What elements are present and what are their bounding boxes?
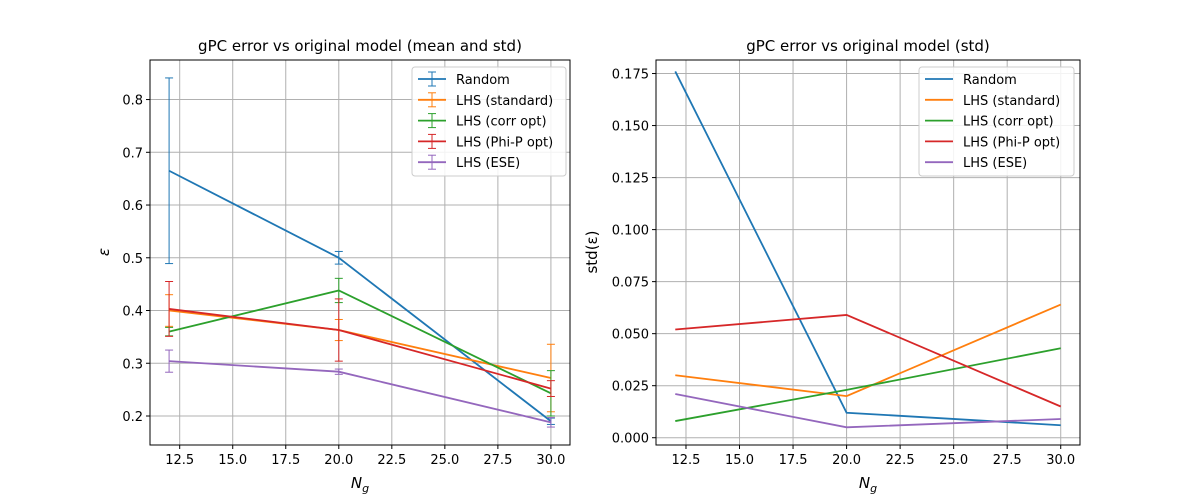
right-legend-label: LHS (standard) [963, 94, 1060, 109]
left-legend-label: LHS (Phi-P opt) [456, 135, 553, 150]
left-legend-label: LHS (standard) [456, 94, 553, 109]
right-x-tick-label: 27.5 [993, 453, 1022, 468]
left-y-tick-label: 0.2 [122, 410, 143, 425]
left-legend-item-lhs-corr-opt: LHS (corr opt) [418, 113, 547, 130]
right-chart-panel: gPC error vs original model (std) 12.5 15… [583, 37, 1081, 495]
right-legend-item-lhs-standard: LHS (standard) [925, 94, 1060, 109]
left-legend-item-lhs-standard: LHS (standard) [418, 92, 553, 109]
right-legend: Random LHS (standard) LHS (corr opt) LHS (P… [918, 66, 1075, 177]
right-y-tick-label: 0.100 [612, 224, 649, 239]
left-errorbar-lhs-phi-p-opt [165, 281, 174, 337]
left-legend-item-lhs-phi-p-opt: LHS (Phi-P opt) [418, 133, 553, 150]
left-y-tick-label: 0.6 [122, 199, 143, 214]
left-errorbar-random [165, 77, 174, 265]
right-legend-item-lhs-corr-opt: LHS (corr opt) [925, 115, 1054, 130]
right-y-tick-label: 0.025 [612, 380, 649, 395]
left-axes-frame [149, 59, 571, 446]
left-series-line-lhs-ese [169, 360, 552, 424]
left-x-tick-label: 22.5 [377, 453, 406, 468]
left-series-line-lhs-standard [168, 309, 552, 379]
left-x-tick-label: 15.0 [218, 453, 247, 468]
right-series-line-lhs-corr-opt [675, 347, 1061, 422]
left-legend-item-random: Random [418, 71, 510, 88]
right-legend-label: LHS (Phi-P opt) [963, 135, 1060, 150]
left-x-tick-label: 25.0 [430, 453, 459, 468]
left-x-tick-label: 20.0 [324, 453, 353, 468]
left-y-tick-label: 0.4 [122, 305, 143, 320]
right-x-tick-label: 22.5 [886, 453, 915, 468]
left-chart-title: gPC error vs original model (mean and st… [198, 37, 522, 55]
left-y-tick-label: 0.5 [122, 252, 143, 267]
right-y-axis-label: std(ε) [583, 230, 601, 273]
left-y-tick-label: 0.7 [122, 146, 143, 161]
left-y-tick-label: 0.3 [122, 357, 143, 372]
right-y-tick-label: 0.075 [612, 276, 649, 291]
right-x-tick-label: 20.0 [832, 453, 861, 468]
left-y-tick-label: 0.8 [122, 94, 143, 109]
right-x-tick-label: 15.0 [725, 453, 754, 468]
left-errorbar-lhs-ese [546, 417, 555, 428]
left-legend-label: Random [456, 73, 510, 88]
right-y-tick-label: 0.175 [612, 68, 649, 83]
left-legend: Random LHS (standard) LHS (corr opt) LHS (P… [411, 66, 567, 177]
right-axes-frame [655, 59, 1081, 446]
left-x-tick-label: 12.5 [165, 453, 194, 468]
right-series-line-lhs-ese [675, 393, 1061, 429]
left-legend-label: LHS (corr opt) [456, 115, 547, 130]
right-y-tick-label: 0.050 [612, 328, 649, 343]
left-series-line-random [168, 169, 552, 422]
left-errorbar-random [334, 250, 343, 265]
right-legend-box [918, 66, 1075, 177]
right-series-line-lhs-phi-p-opt [675, 314, 1062, 408]
right-y-tick-label: 0.150 [612, 120, 649, 135]
left-y-axis-label: ε [95, 248, 113, 256]
right-legend-item-lhs-ese: LHS (ESE) [925, 156, 1027, 171]
left-errorbar-lhs-ese [165, 349, 174, 373]
right-legend-item-random: Random [925, 73, 1017, 88]
left-errorbar-lhs-ese [334, 368, 343, 375]
left-legend-box [411, 66, 567, 177]
left-ticks: 12.5 15.0 17.5 20.0 22.5 25.0 27.5 30.0 0.2 0.3 0.… [122, 94, 565, 468]
right-legend-label: LHS (ESE) [963, 156, 1027, 171]
left-legend-item-lhs-ese: LHS (ESE) [418, 154, 520, 171]
left-errorbar-lhs-phi-p-opt [546, 380, 555, 397]
left-chart-panel: gPC error vs original model (mean and st… [95, 37, 571, 495]
left-x-tick-label: 30.0 [536, 453, 565, 468]
right-legend-label: Random [963, 73, 1017, 88]
right-series-line-lhs-standard [675, 303, 1062, 398]
right-data [674, 71, 1062, 429]
right-y-tick-label: 0.125 [612, 172, 649, 187]
left-x-tick-label: 17.5 [271, 453, 300, 468]
right-x-tick-label: 25.0 [939, 453, 968, 468]
right-legend-item-lhs-phi-p-opt: LHS (Phi-P opt) [925, 135, 1060, 150]
left-x-tick-label: 27.5 [483, 453, 512, 468]
right-x-tick-label: 30.0 [1046, 453, 1075, 468]
left-errorbar-lhs-phi-p-opt [334, 298, 343, 362]
right-x-tick-label: 12.5 [672, 453, 701, 468]
right-x-tick-label: 17.5 [779, 453, 808, 468]
right-x-axis-label: Ng [859, 474, 877, 495]
left-legend-label: LHS (ESE) [456, 156, 520, 171]
right-chart-title: gPC error vs original model (std) [746, 37, 990, 55]
right-legend-label: LHS (corr opt) [963, 115, 1054, 130]
right-ticks: 12.5 15.0 17.5 20.0 22.5 25.0 27.5 30.0 0.000 0.0… [612, 68, 1075, 468]
left-data [165, 77, 555, 428]
right-y-tick-label: 0.000 [612, 432, 649, 447]
left-x-axis-label: Ng [351, 474, 369, 495]
